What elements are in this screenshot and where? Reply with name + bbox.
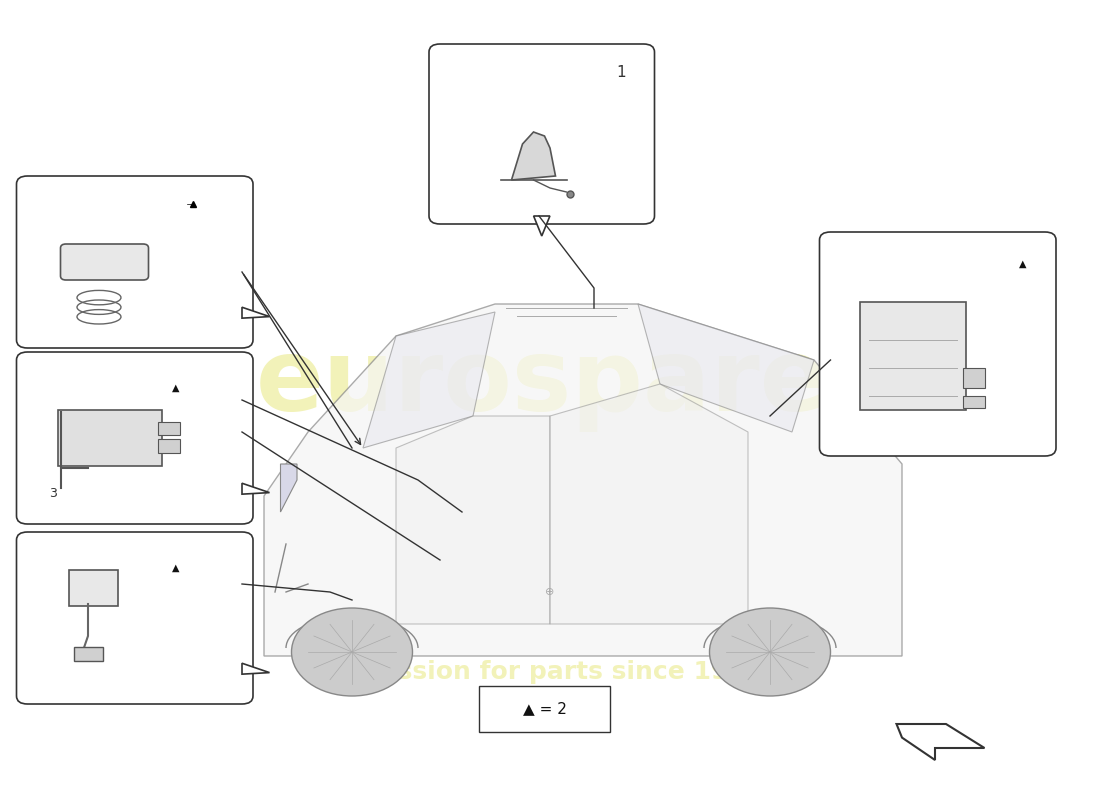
FancyBboxPatch shape <box>16 176 253 348</box>
Polygon shape <box>550 384 748 624</box>
FancyBboxPatch shape <box>158 422 180 435</box>
Text: ▲: ▲ <box>173 383 179 393</box>
Polygon shape <box>242 307 270 318</box>
Text: 3: 3 <box>50 487 57 500</box>
Text: ▲: ▲ <box>1020 259 1026 269</box>
Polygon shape <box>396 416 550 624</box>
FancyBboxPatch shape <box>158 439 180 453</box>
FancyBboxPatch shape <box>58 410 162 466</box>
Polygon shape <box>534 216 550 236</box>
Polygon shape <box>962 368 984 388</box>
Text: a passion for parts since 1985: a passion for parts since 1985 <box>337 660 763 684</box>
FancyBboxPatch shape <box>820 232 1056 456</box>
Text: 1: 1 <box>617 65 626 79</box>
Polygon shape <box>638 304 814 432</box>
Circle shape <box>292 608 412 696</box>
FancyBboxPatch shape <box>60 244 148 280</box>
FancyBboxPatch shape <box>860 302 966 410</box>
FancyBboxPatch shape <box>429 44 654 224</box>
Polygon shape <box>896 724 984 760</box>
Polygon shape <box>280 464 297 512</box>
Polygon shape <box>242 483 270 494</box>
Text: ▲: ▲ <box>173 563 179 573</box>
Circle shape <box>710 608 830 696</box>
FancyBboxPatch shape <box>478 686 610 732</box>
FancyBboxPatch shape <box>69 570 118 606</box>
Polygon shape <box>962 396 984 408</box>
Polygon shape <box>242 663 270 674</box>
Text: ▲ = 2: ▲ = 2 <box>522 702 566 716</box>
Polygon shape <box>363 312 495 448</box>
Polygon shape <box>512 132 556 180</box>
FancyBboxPatch shape <box>16 352 253 524</box>
Text: eurospares: eurospares <box>256 335 888 433</box>
FancyBboxPatch shape <box>74 647 103 661</box>
Polygon shape <box>264 304 902 656</box>
Text: ⊕: ⊕ <box>546 587 554 597</box>
FancyBboxPatch shape <box>16 532 253 704</box>
